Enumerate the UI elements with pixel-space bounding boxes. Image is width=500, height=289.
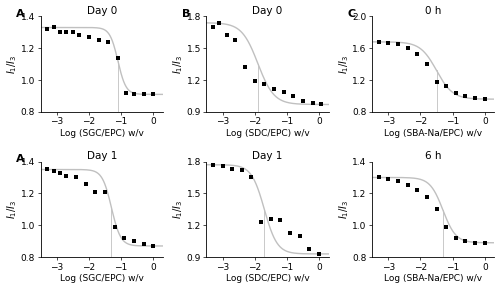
- Point: [85, 35, 93, 39]
- Point: [442, 225, 450, 229]
- Point: [92, 190, 100, 194]
- Point: [94, 38, 102, 42]
- Point: [276, 218, 284, 222]
- Point: [43, 27, 51, 32]
- Point: [394, 42, 402, 47]
- X-axis label: Log (SGC/EPC) w/v: Log (SGC/EPC) w/v: [60, 275, 144, 284]
- Text: B: B: [182, 9, 190, 19]
- Text: A: A: [16, 9, 25, 19]
- Point: [50, 169, 58, 173]
- Point: [122, 90, 130, 95]
- Y-axis label: $I_1/I_3$: $I_1/I_3$: [172, 200, 185, 219]
- Point: [110, 225, 118, 229]
- Point: [290, 94, 298, 98]
- Point: [374, 40, 382, 44]
- Point: [299, 99, 307, 104]
- Point: [248, 175, 256, 180]
- Point: [209, 25, 217, 29]
- Point: [423, 62, 431, 66]
- Title: Day 0: Day 0: [86, 5, 117, 16]
- X-axis label: Log (SGC/EPC) w/v: Log (SGC/EPC) w/v: [60, 129, 144, 138]
- Point: [316, 102, 324, 107]
- Point: [432, 79, 440, 84]
- Point: [260, 82, 268, 87]
- Point: [216, 21, 224, 25]
- Point: [209, 162, 217, 167]
- Point: [130, 92, 138, 97]
- Point: [104, 40, 112, 44]
- Point: [257, 220, 265, 224]
- Point: [270, 86, 278, 91]
- Point: [56, 30, 64, 35]
- Point: [150, 92, 158, 97]
- Title: Day 1: Day 1: [86, 151, 117, 161]
- Point: [140, 92, 147, 97]
- Point: [471, 240, 479, 245]
- Point: [69, 30, 77, 35]
- Point: [72, 175, 80, 180]
- Point: [130, 239, 138, 244]
- Point: [432, 207, 440, 212]
- Title: 0 h: 0 h: [425, 5, 442, 16]
- Point: [120, 236, 128, 240]
- X-axis label: Log (SBA-Na/EPC) w/v: Log (SBA-Na/EPC) w/v: [384, 275, 482, 284]
- Y-axis label: $I_1/I_3$: $I_1/I_3$: [6, 54, 20, 74]
- Point: [404, 183, 411, 188]
- Point: [462, 239, 469, 244]
- Point: [267, 216, 275, 221]
- Point: [218, 164, 226, 168]
- Point: [56, 171, 64, 175]
- Point: [308, 101, 316, 106]
- Text: C: C: [348, 9, 356, 19]
- Y-axis label: $I_1/I_3$: $I_1/I_3$: [6, 200, 20, 219]
- Point: [62, 174, 70, 178]
- Title: Day 0: Day 0: [252, 5, 282, 16]
- Point: [50, 25, 58, 30]
- Point: [423, 194, 431, 199]
- Point: [228, 167, 236, 171]
- Point: [481, 240, 489, 245]
- Point: [452, 236, 460, 240]
- Point: [232, 37, 239, 42]
- Y-axis label: $I_1/I_3$: $I_1/I_3$: [172, 54, 185, 74]
- Point: [306, 246, 314, 251]
- Point: [43, 167, 51, 172]
- Point: [384, 177, 392, 181]
- Y-axis label: $I_1/I_3$: $I_1/I_3$: [337, 200, 351, 219]
- Title: Day 1: Day 1: [252, 151, 282, 161]
- Text: A: A: [16, 154, 25, 164]
- Point: [374, 175, 382, 180]
- Point: [413, 51, 421, 56]
- Point: [442, 84, 450, 89]
- Point: [82, 181, 90, 186]
- Point: [224, 33, 232, 38]
- Point: [404, 46, 411, 51]
- Point: [114, 55, 122, 60]
- X-axis label: Log (SDC/EPC) w/v: Log (SDC/EPC) w/v: [226, 129, 310, 138]
- Point: [394, 178, 402, 183]
- Point: [76, 33, 84, 38]
- Point: [101, 190, 109, 194]
- Point: [471, 96, 479, 101]
- Point: [462, 94, 469, 98]
- Point: [150, 244, 158, 248]
- Y-axis label: $I_1/I_3$: $I_1/I_3$: [337, 54, 351, 74]
- X-axis label: Log (SBA-Na/EPC) w/v: Log (SBA-Na/EPC) w/v: [384, 129, 482, 138]
- Point: [452, 90, 460, 95]
- Point: [296, 234, 304, 238]
- Point: [140, 242, 147, 247]
- X-axis label: Log (SDC/EPC) w/v: Log (SDC/EPC) w/v: [226, 275, 310, 284]
- Point: [238, 168, 246, 172]
- Title: 6 h: 6 h: [425, 151, 442, 161]
- Point: [384, 40, 392, 45]
- Point: [286, 230, 294, 235]
- Point: [280, 89, 287, 94]
- Point: [481, 97, 489, 101]
- Point: [241, 65, 249, 70]
- Point: [315, 252, 323, 256]
- Point: [250, 79, 258, 84]
- Point: [413, 188, 421, 192]
- Point: [62, 30, 70, 35]
